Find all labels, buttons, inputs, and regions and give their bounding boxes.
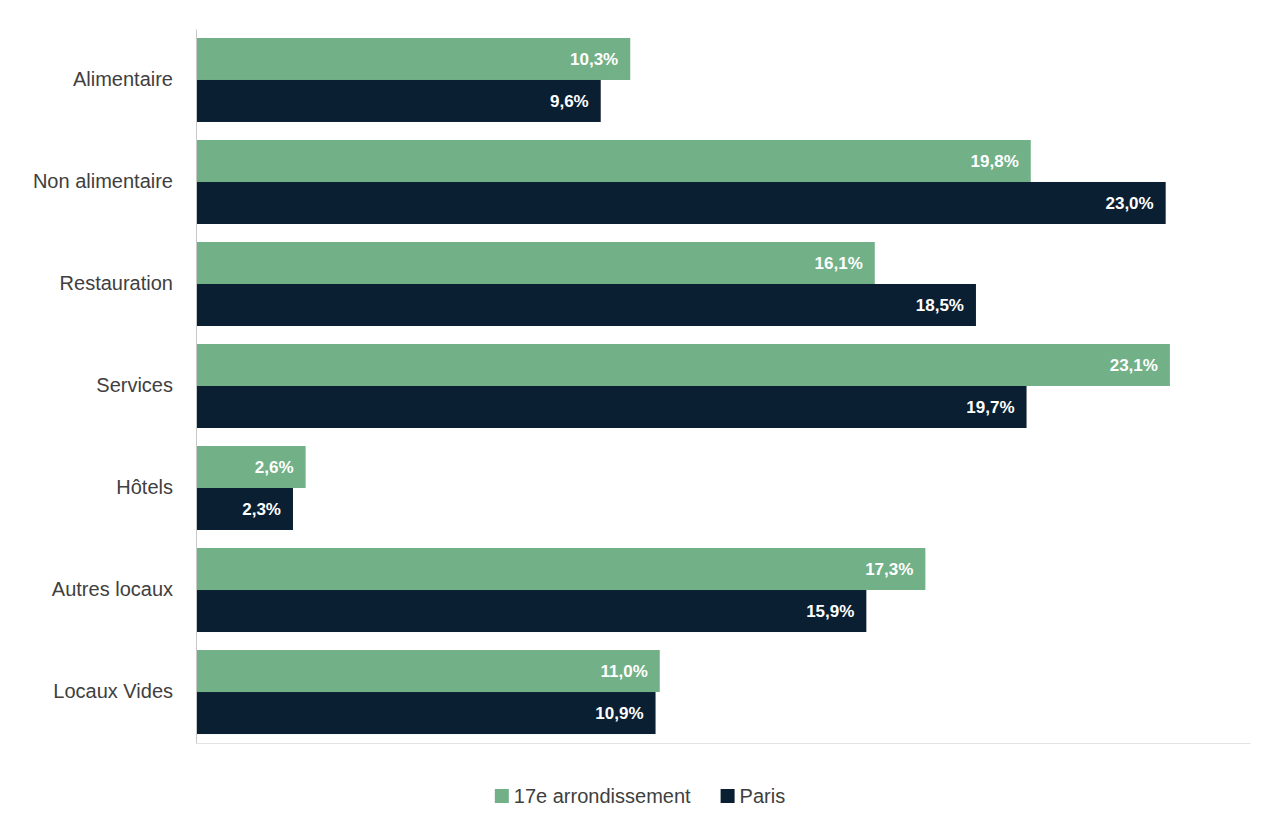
bar [196,386,1027,428]
legend-label: Paris [740,785,786,807]
y-axis: Alimentaire Non alimentaire Restauration Se… [33,30,197,744]
data-label: 2,6% [255,458,294,477]
data-label: 10,9% [595,704,643,723]
data-label: 16,1% [815,254,863,273]
data-label: 17,3% [865,560,913,579]
tick-label: Non alimentaire [33,170,173,192]
data-label: 15,9% [806,602,854,621]
bars [196,38,1170,734]
tick-label: Restauration [60,272,173,294]
data-label: 18,5% [916,296,964,315]
legend-item: Paris [721,785,786,807]
data-label: 23,1% [1110,356,1158,375]
tick: Restauration [60,272,173,294]
tick: Locaux Vides [53,680,173,702]
bar [196,284,976,326]
data-label: 10,3% [570,50,618,69]
tick: Alimentaire [73,68,173,90]
tick: Autres locaux [52,578,173,600]
bar [196,182,1166,224]
data-label: 2,3% [242,500,281,519]
tick-label: Alimentaire [73,68,173,90]
bar [196,80,601,122]
data-label: 11,0% [600,662,647,681]
tick-label: Autres locaux [52,578,173,600]
axis-line [196,30,197,744]
legend-item: 17e arrondissement [495,785,691,807]
chart: 10,3% 19,8% 16,1% 23,1% 2,6% 17,3% 11,0% 9,6% 23… [0,0,1280,834]
tick-label: Hôtels [116,476,173,498]
bar [196,242,875,284]
data-label: 23,0% [1105,194,1153,213]
bar [196,488,293,530]
tick-label: Services [96,374,173,396]
legend-swatch [721,789,735,803]
bar [196,38,630,80]
axis-line [197,743,1251,744]
bar [196,590,866,632]
tick: Non alimentaire [33,170,173,192]
tick-label: Locaux Vides [53,680,173,702]
bar [196,140,1031,182]
data-label: 19,7% [966,398,1014,417]
tick: Services [96,374,173,396]
bar [196,446,306,488]
bar [196,692,656,734]
x-axis [197,743,1251,744]
tick: Hôtels [116,476,173,498]
data-label: 19,8% [971,152,1019,171]
legend-swatch [495,789,509,803]
bar [196,344,1170,386]
data-label: 9,6% [550,92,589,111]
bar [196,548,925,590]
data-labels: 10,3% 19,8% 16,1% 23,1% 2,6% 17,3% 11,0% 9,6% 23… [242,50,1158,723]
legend-label: 17e arrondissement [514,785,691,807]
bar [196,650,660,692]
legend: 17e arrondissement Paris [495,785,785,807]
